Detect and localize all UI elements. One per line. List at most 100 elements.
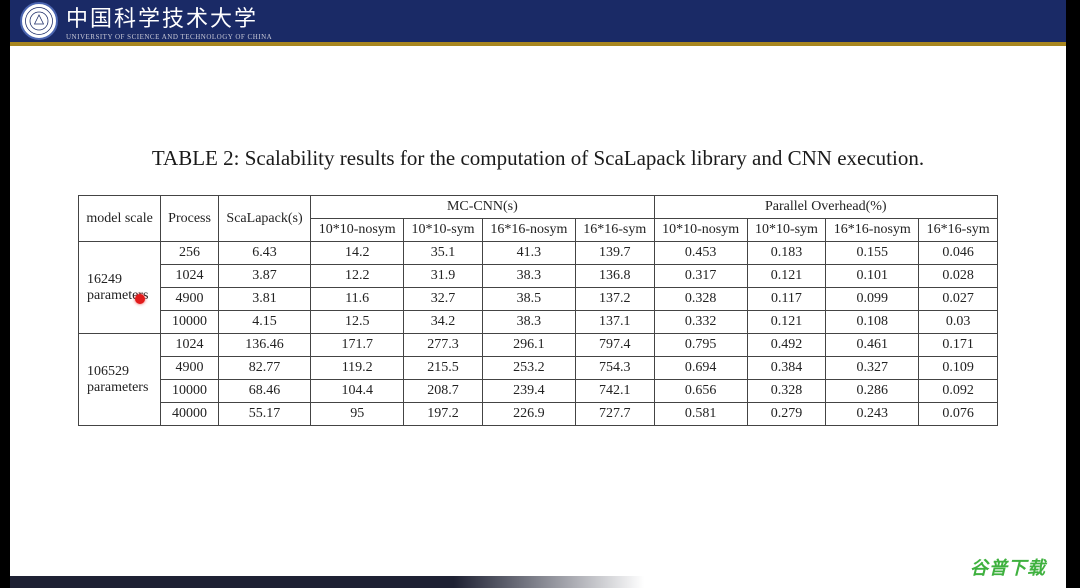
- table-cell: 0.453: [654, 242, 747, 265]
- model-scale-label: 106529parameters: [79, 334, 161, 426]
- table-cell: 0.092: [919, 380, 998, 403]
- table-cell: 0.03: [919, 311, 998, 334]
- table-cell: 136.8: [575, 265, 654, 288]
- col-process: Process: [161, 196, 219, 242]
- slide-header: 中国科学技术大学 UNIVERSITY OF SCIENCE AND TECHN…: [10, 0, 1066, 46]
- table-cell: 139.7: [575, 242, 654, 265]
- table-cell: 0.027: [919, 288, 998, 311]
- table-cell: 1024: [161, 334, 219, 357]
- table-cell: 0.117: [747, 288, 826, 311]
- table-cell: 3.87: [218, 265, 310, 288]
- table-cell: 0.183: [747, 242, 826, 265]
- table-row: 49003.8111.632.738.5137.20.3280.1170.099…: [79, 288, 998, 311]
- table-cell: 34.2: [404, 311, 483, 334]
- table-cell: 31.9: [404, 265, 483, 288]
- table-row: 490082.77119.2215.5253.2754.30.6940.3840…: [79, 357, 998, 380]
- table-cell: 6.43: [218, 242, 310, 265]
- subcol: 16*16-nosym: [482, 219, 575, 242]
- table-cell: 171.7: [311, 334, 404, 357]
- table-cell: 104.4: [311, 380, 404, 403]
- table-cell: 0.046: [919, 242, 998, 265]
- table-cell: 12.2: [311, 265, 404, 288]
- table-cell: 754.3: [575, 357, 654, 380]
- table-cell: 136.46: [218, 334, 310, 357]
- table-cell: 10000: [161, 311, 219, 334]
- table-cell: 0.243: [826, 403, 919, 426]
- table-cell: 11.6: [311, 288, 404, 311]
- table-cell: 0.461: [826, 334, 919, 357]
- table-cell: 0.121: [747, 311, 826, 334]
- table-cell: 68.46: [218, 380, 310, 403]
- table-cell: 208.7: [404, 380, 483, 403]
- table-cell: 4.15: [218, 311, 310, 334]
- table-cell: 0.109: [919, 357, 998, 380]
- table-cell: 0.795: [654, 334, 747, 357]
- slide-content: TABLE 2: Scalability results for the com…: [10, 46, 1066, 588]
- subcol: 16*16-nosym: [826, 219, 919, 242]
- table-cell: 797.4: [575, 334, 654, 357]
- slide: 中国科学技术大学 UNIVERSITY OF SCIENCE AND TECHN…: [10, 0, 1066, 588]
- table-cell: 0.327: [826, 357, 919, 380]
- subcol: 10*10-nosym: [654, 219, 747, 242]
- table-cell: 14.2: [311, 242, 404, 265]
- table-cell: 253.2: [482, 357, 575, 380]
- table-cell: 137.1: [575, 311, 654, 334]
- col-scalapack: ScaLapack(s): [218, 196, 310, 242]
- subcol: 16*16-sym: [919, 219, 998, 242]
- subcol: 10*10-nosym: [311, 219, 404, 242]
- table-cell: 0.656: [654, 380, 747, 403]
- table-cell: 239.4: [482, 380, 575, 403]
- table-cell: 38.3: [482, 311, 575, 334]
- table-cell: 12.5: [311, 311, 404, 334]
- table-cell: 4900: [161, 288, 219, 311]
- table-cell: 0.076: [919, 403, 998, 426]
- table-cell: 0.028: [919, 265, 998, 288]
- table-cell: 0.108: [826, 311, 919, 334]
- table-cell: 119.2: [311, 357, 404, 380]
- table-cell: 137.2: [575, 288, 654, 311]
- col-mccnn-group: MC-CNN(s): [311, 196, 654, 219]
- col-overhead-group: Parallel Overhead(%): [654, 196, 997, 219]
- table-row: 106529parameters1024136.46171.7277.3296.…: [79, 334, 998, 357]
- table-cell: 0.384: [747, 357, 826, 380]
- table-cell: 38.5: [482, 288, 575, 311]
- table-cell: 742.1: [575, 380, 654, 403]
- table-cell: 0.286: [826, 380, 919, 403]
- table-cell: 0.279: [747, 403, 826, 426]
- table-cell: 0.155: [826, 242, 919, 265]
- table-row: 10243.8712.231.938.3136.80.3170.1210.101…: [79, 265, 998, 288]
- table-cell: 0.101: [826, 265, 919, 288]
- table-cell: 215.5: [404, 357, 483, 380]
- model-scale-label: 16249parameters: [79, 242, 161, 334]
- subcol: 10*10-sym: [404, 219, 483, 242]
- table-cell: 0.694: [654, 357, 747, 380]
- table-cell: 0.317: [654, 265, 747, 288]
- subcol: 16*16-sym: [575, 219, 654, 242]
- subcol: 10*10-sym: [747, 219, 826, 242]
- table-cell: 4900: [161, 357, 219, 380]
- table-cell: 0.328: [747, 380, 826, 403]
- table-cell: 197.2: [404, 403, 483, 426]
- table-cell: 40000: [161, 403, 219, 426]
- table-cell: 296.1: [482, 334, 575, 357]
- table-cell: 277.3: [404, 334, 483, 357]
- table-row: 100004.1512.534.238.3137.10.3320.1210.10…: [79, 311, 998, 334]
- table-cell: 41.3: [482, 242, 575, 265]
- table-cell: 0.492: [747, 334, 826, 357]
- table-row: 16249parameters2566.4314.235.141.3139.70…: [79, 242, 998, 265]
- university-name-en: UNIVERSITY OF SCIENCE AND TECHNOLOGY OF …: [66, 33, 272, 41]
- table-row: 4000055.1795197.2226.9727.70.5810.2790.2…: [79, 403, 998, 426]
- table-cell: 35.1: [404, 242, 483, 265]
- table-cell: 1024: [161, 265, 219, 288]
- university-logo: [20, 2, 58, 40]
- table-cell: 10000: [161, 380, 219, 403]
- university-name-cn: 中国科学技术大学: [66, 1, 272, 33]
- table-row: 1000068.46104.4208.7239.4742.10.6560.328…: [79, 380, 998, 403]
- table-cell: 82.77: [218, 357, 310, 380]
- table-cell: 3.81: [218, 288, 310, 311]
- table-cell: 0.332: [654, 311, 747, 334]
- results-table: model scale Process ScaLapack(s) MC-CNN(…: [78, 195, 998, 426]
- table-cell: 0.099: [826, 288, 919, 311]
- table-cell: 727.7: [575, 403, 654, 426]
- watermark: 谷普下载: [970, 554, 1046, 580]
